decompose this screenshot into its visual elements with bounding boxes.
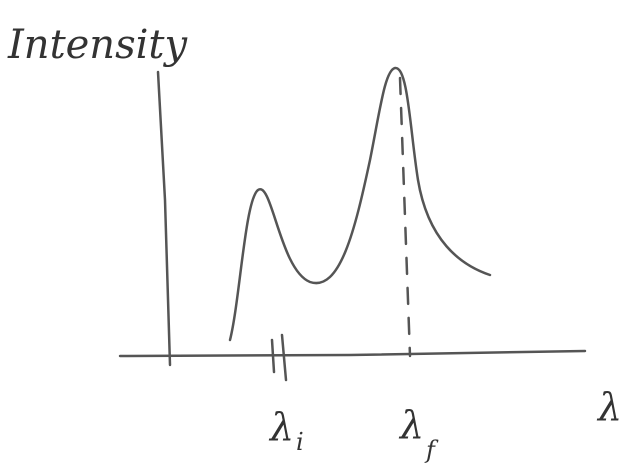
peak-line (400, 78, 410, 356)
spectrum-curve (230, 68, 490, 340)
marker-subscript: i (296, 428, 304, 456)
x-axis-label: λ (596, 385, 622, 429)
marker-subscript: f (424, 436, 439, 464)
diagram: Intensity λ λ i λ f (0, 0, 641, 475)
x-axis (120, 351, 585, 356)
marker-symbol: λ (268, 405, 294, 449)
y-axis-label: Intensity (7, 22, 188, 68)
marker-symbol: λ (398, 403, 424, 447)
y-axis (158, 72, 170, 365)
lambda-i-tick (272, 335, 286, 380)
